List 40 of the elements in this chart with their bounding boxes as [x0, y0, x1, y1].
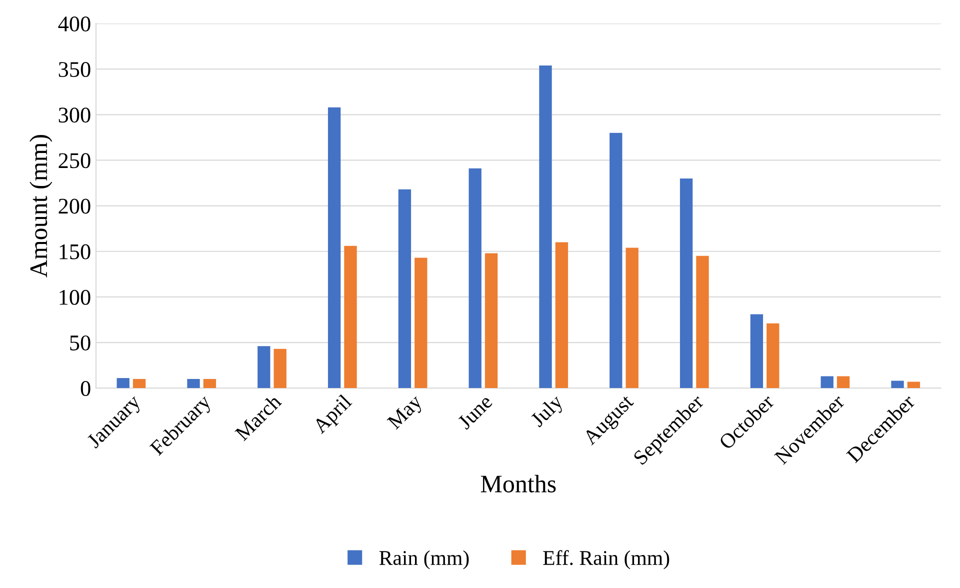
- bar: [907, 382, 920, 388]
- y-tick-label: 100: [60, 290, 90, 305]
- x-tick-label: July: [529, 393, 567, 431]
- y-tick-label: 350: [58, 62, 90, 78]
- bar: [820, 376, 834, 388]
- bar: [132, 378, 146, 388]
- bar: [274, 348, 286, 388]
- legend-label: Rain (mm): [379, 550, 469, 570]
- x-tick-label: June: [457, 394, 494, 430]
- bar: [414, 258, 428, 388]
- bar: [680, 178, 693, 388]
- bar: [328, 107, 341, 388]
- y-tick-label: 0: [80, 381, 90, 396]
- y-axis-title: Amount (mm): [30, 135, 52, 278]
- bar: [696, 256, 709, 388]
- x-axis-title: Months: [480, 474, 556, 492]
- bar: [836, 376, 850, 388]
- y-tick-label: 250: [58, 153, 90, 168]
- y-tick-label: 150: [60, 244, 90, 260]
- y-tick-label: 400: [58, 16, 90, 32]
- bar: [750, 314, 764, 388]
- bar: [891, 380, 904, 388]
- bar: [610, 132, 622, 388]
- bar: [258, 346, 270, 388]
- y-tick-label: 200: [58, 198, 90, 214]
- bar: [484, 253, 498, 388]
- bar: [626, 248, 638, 388]
- bar: [398, 189, 412, 388]
- legend-label: Eff. Rain (mm): [543, 550, 670, 570]
- bar: [116, 378, 130, 388]
- bar: [555, 242, 568, 388]
- bar: [203, 378, 216, 388]
- y-tick-label: 50: [70, 335, 90, 350]
- y-tick-label: 300: [58, 108, 90, 123]
- x-tick-label: May: [386, 394, 426, 433]
- bar: [344, 246, 357, 388]
- bar: [539, 65, 552, 388]
- bar: [468, 168, 482, 388]
- bar: [766, 323, 780, 388]
- bar: [187, 378, 200, 388]
